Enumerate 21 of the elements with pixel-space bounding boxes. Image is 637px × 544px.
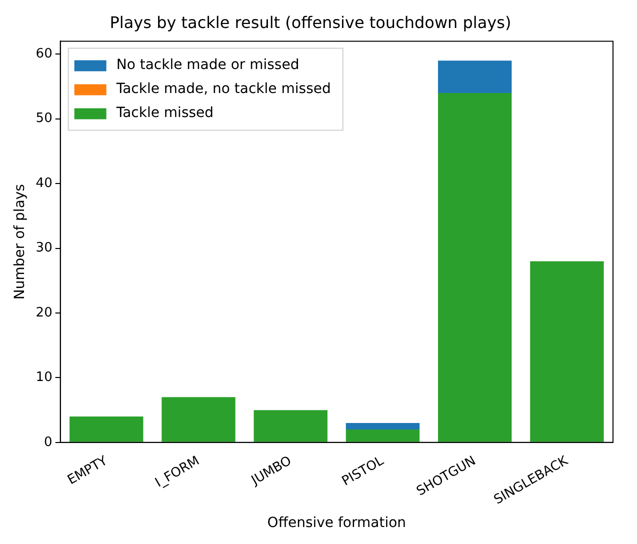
bar [254, 410, 328, 442]
bar [438, 60, 512, 93]
bar [162, 397, 236, 442]
y-tick-label: 10 [36, 370, 52, 386]
bar [438, 92, 512, 442]
legend-label: No tackle made or missed [116, 56, 300, 73]
y-tick-label: 0 [44, 434, 52, 450]
y-tick-label: 60 [36, 46, 52, 62]
y-tick-label: 50 [36, 111, 52, 126]
bar [70, 416, 144, 442]
y-tick-label: 20 [36, 305, 52, 320]
legend-label: Tackle missed [115, 104, 214, 121]
y-tick-label: 30 [36, 240, 52, 256]
x-axis-title: Offensive formation [267, 515, 406, 532]
bar [346, 429, 420, 442]
bar [346, 423, 420, 430]
y-axis-title: Number of plays [12, 184, 28, 300]
bar [530, 261, 604, 442]
y-tick-label: 40 [36, 176, 52, 191]
chart-title: Plays by tackle result (offensive touchdown plays) [110, 12, 512, 32]
legend-label: Tackle made, no tackle missed [115, 80, 331, 97]
